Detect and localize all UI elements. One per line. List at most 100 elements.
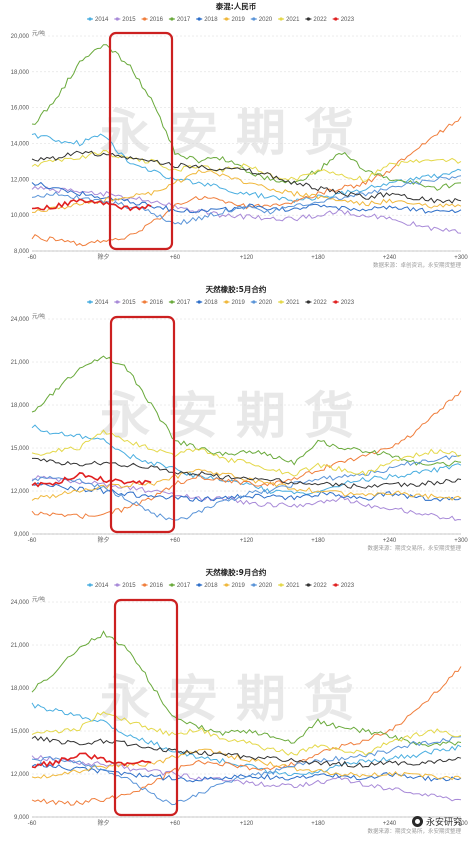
legend-dot-2019 [224, 300, 229, 304]
legend-dot-2022 [306, 583, 310, 587]
legend-dot-2019 [224, 583, 229, 587]
legend-dot-2014 [88, 300, 92, 304]
series-line-2022 [31, 735, 462, 768]
series-line-2020 [31, 454, 462, 521]
legend-label-2015: 2015 [122, 17, 136, 23]
highlight-box [113, 598, 179, 817]
series-line-2016 [31, 390, 462, 520]
legend-label-2016: 2016 [150, 583, 164, 589]
x-tick-label: +300 [454, 538, 468, 544]
y-tick-label: 12,000 [11, 489, 30, 495]
legend-label-2015: 2015 [122, 300, 136, 306]
legend: 2014 2015 2016 2017 2018 2019 2020 2021 2022 2023 [87, 583, 355, 589]
legend-label-2015: 2015 [122, 583, 136, 589]
legend-dot-2018 [197, 300, 201, 304]
legend-dot-2022 [306, 300, 310, 304]
y-tick-label: 14,000 [11, 142, 30, 148]
x-tick-label: +60 [170, 255, 181, 261]
y-tick-label: 16,000 [11, 106, 30, 112]
y-tick-label: 15,000 [11, 446, 30, 452]
source-note: 数据来源：期货交易所，永安期货整理 [367, 827, 461, 835]
legend-label-2022: 2022 [313, 583, 327, 589]
y-unit: 元/吨 [32, 29, 45, 37]
y-tick-label: 10,000 [11, 213, 30, 219]
legend-dot-2016 [143, 583, 147, 587]
x-tick-label: +120 [240, 255, 254, 261]
legend-label-2018: 2018 [204, 583, 218, 589]
series-lines [31, 44, 462, 247]
series-line-2015 [31, 185, 462, 234]
legend-dot-2017 [170, 300, 174, 304]
legend-dot-2015 [115, 583, 119, 587]
series-line-2019 [31, 748, 462, 781]
legend-label-2023: 2023 [341, 300, 355, 306]
x-tick-label: -60 [28, 538, 37, 544]
chart-title: 天然橡胶:5月合约 [206, 284, 267, 294]
chart-svg-2: 天然橡胶:5月合约 2014 2015 2016 2017 2018 2019 2020 202… [11, 284, 469, 552]
watermark: 永安期货 [100, 670, 372, 728]
x-tick-label: +300 [454, 821, 468, 827]
x-tick-label: +180 [311, 821, 325, 827]
series-line-2014 [31, 133, 462, 204]
y-tick-label: 9,000 [14, 532, 30, 538]
highlight-box [108, 31, 174, 251]
y-tick-label: 15,000 [11, 729, 30, 735]
legend-dot-2017 [170, 583, 174, 587]
legend-label-2018: 2018 [204, 17, 218, 23]
x-tick-label: 除夕 [97, 536, 109, 544]
y-tick-label: 12,000 [11, 177, 30, 183]
legend-dot-2023 [334, 583, 338, 587]
series-line-2021 [31, 429, 462, 477]
chart-panel-3: 天然橡胶:9月合约 2014 2015 2016 2017 2018 2019 2020 202… [0, 566, 472, 836]
legend-label-2023: 2023 [341, 583, 355, 589]
y-tick-label: 24,000 [11, 600, 30, 606]
series-line-2018 [31, 482, 462, 503]
y-unit: 元/吨 [32, 312, 45, 320]
legend-label-2017: 2017 [177, 583, 191, 589]
legend-label-2021: 2021 [286, 583, 300, 589]
chart-panel-2: 天然橡胶:5月合约 2014 2015 2016 2017 2018 2019 2020 202… [0, 283, 472, 553]
x-tick-label: -60 [28, 821, 37, 827]
legend-label-2014: 2014 [95, 583, 109, 589]
y-tick-label: 18,000 [11, 70, 30, 76]
y-tick-label: 21,000 [11, 360, 30, 366]
series-line-2014 [31, 702, 462, 777]
series-line-2021 [31, 711, 462, 756]
series-line-2022 [32, 457, 462, 489]
y-tick-label: 18,000 [11, 403, 30, 409]
chart-panel-1: 泰混:人民币 2014 2015 2016 2017 2018 2019 2020 2021 20… [0, 0, 472, 270]
legend-label-2017: 2017 [177, 17, 191, 23]
series-line-2015 [31, 754, 462, 802]
legend-dot-2021 [279, 17, 283, 21]
x-tick-label: +300 [454, 255, 468, 261]
series-lines [31, 630, 462, 806]
legend-dot-2016 [143, 17, 147, 21]
series-line-2015 [31, 475, 462, 521]
y-tick-label: 9,000 [14, 815, 30, 821]
series-line-2021 [31, 149, 462, 182]
legend-label-2021: 2021 [286, 17, 300, 23]
legend-dot-2017 [170, 17, 174, 21]
y-tick-label: 8,000 [14, 249, 30, 255]
legend-label-2016: 2016 [150, 17, 164, 23]
legend-label-2023: 2023 [341, 17, 355, 23]
series-line-2023 [31, 752, 152, 769]
legend-dot-2014 [88, 17, 92, 21]
legend: 2014 2015 2016 2017 2018 2019 2020 2021 2022 2023 [87, 300, 355, 306]
x-tick-label: +240 [383, 538, 397, 544]
series-line-2014 [31, 424, 462, 495]
y-tick-label: 18,000 [11, 686, 30, 692]
series-line-2017 [31, 44, 462, 191]
legend-dot-2018 [197, 17, 201, 21]
y-tick-label: 21,000 [11, 643, 30, 649]
x-tick-label: +240 [383, 821, 397, 827]
legend-label-2014: 2014 [95, 17, 109, 23]
legend-label-2022: 2022 [313, 300, 327, 306]
series-lines [31, 355, 462, 521]
chart-title: 天然橡胶:9月合约 [206, 567, 267, 577]
series-line-2016 [31, 666, 462, 806]
legend-label-2018: 2018 [204, 300, 218, 306]
legend-label-2014: 2014 [95, 300, 109, 306]
y-tick-label: 24,000 [11, 317, 30, 323]
